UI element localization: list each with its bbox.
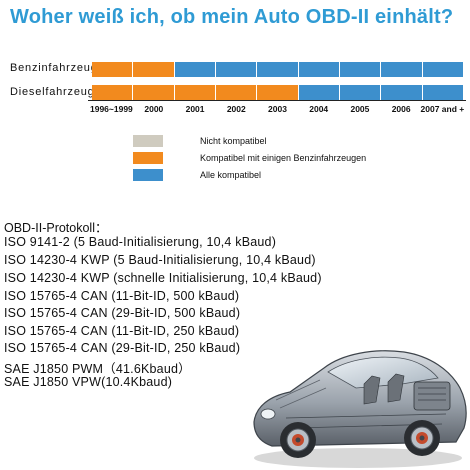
- compat-bar-diesel: [92, 84, 463, 100]
- compat-segment-compatible: [339, 62, 382, 77]
- year-label: 2003: [268, 104, 287, 114]
- compat-segment-compatible: [174, 62, 216, 77]
- compat-segment-compatible: [422, 85, 463, 100]
- legend-label-not-compatible: Nicht kompatibel: [200, 136, 267, 146]
- year-label: 2001: [185, 104, 205, 114]
- legend-label-compatible: Alle kompatibel: [200, 170, 262, 180]
- year-label: 2004: [309, 104, 329, 114]
- car-cutaway-illustration: [253, 350, 467, 468]
- compat-segment-partial: [92, 85, 134, 100]
- legend-swatch-compatible: [133, 169, 163, 181]
- protocol-item: ISO 15765-4 CAN (29-Bit-ID, 250 kBaud): [4, 341, 241, 355]
- year-label: 2007 and +: [420, 104, 465, 114]
- protocol-item: SAE J1850 PWM（41.6Kbaud）: [4, 362, 191, 376]
- compat-segment-compatible: [339, 85, 382, 100]
- protocol-item: ISO 14230-4 KWP (5 Baud-Initialisierung,…: [4, 253, 316, 267]
- protocols-heading: OBD-II-Protokoll：: [4, 221, 108, 235]
- compat-bar-petrol: [92, 61, 463, 77]
- year-label: 2006: [391, 104, 411, 114]
- compat-segment-compatible: [257, 62, 299, 77]
- compat-segment-partial: [174, 85, 216, 100]
- protocol-item: SAE J1850 VPW(10.4Kbaud): [4, 375, 173, 389]
- protocol-item: ISO 15765-4 CAN (11-Bit-ID, 250 kBaud): [4, 324, 240, 338]
- compat-segment-compatible: [215, 62, 258, 77]
- compat-segment-partial: [257, 85, 299, 100]
- protocol-item: ISO 15765-4 CAN (11-Bit-ID, 500 kBaud): [4, 289, 240, 303]
- compat-segment-compatible: [298, 62, 340, 77]
- year-label: 1996~1999: [90, 104, 133, 114]
- compat-segment-partial: [133, 85, 175, 100]
- year-label: 2005: [350, 104, 370, 114]
- compat-segment-compatible: [422, 62, 463, 77]
- compat-segment-compatible: [381, 62, 423, 77]
- year-axis: 1996~1999 2000 2001 2002 2003 2004 2005 2006 200…: [86, 104, 466, 118]
- protocol-item: ISO 9141-2 (5 Baud-Initialisierung, 10,4…: [4, 235, 277, 249]
- legend-label-partial: Kompatibel mit einigen Benzinfahrzeugen: [200, 153, 367, 163]
- year-axis-line: [88, 100, 466, 101]
- protocol-item: ISO 15765-4 CAN (29-Bit-ID, 500 kBaud): [4, 306, 241, 320]
- protocol-item: ISO 14230-4 KWP (schnelle Initialisierun…: [4, 271, 322, 285]
- year-label: 2000: [144, 104, 164, 114]
- compat-segment-compatible: [298, 85, 340, 100]
- page-title: Woher weiß ich, ob mein Auto OBD-II einh…: [10, 6, 454, 28]
- legend-swatch-partial: [133, 152, 163, 164]
- year-label: 2002: [226, 104, 246, 114]
- compat-segment-partial: [133, 62, 175, 77]
- row-label-petrol: Benzinfahrzeug:: [10, 62, 102, 74]
- compat-segment-partial: [215, 85, 258, 100]
- compat-segment-compatible: [381, 85, 423, 100]
- row-label-diesel: Dieselfahrzeug:: [10, 86, 99, 98]
- compat-segment-partial: [92, 62, 134, 77]
- legend-swatch-not-compatible: [133, 135, 163, 147]
